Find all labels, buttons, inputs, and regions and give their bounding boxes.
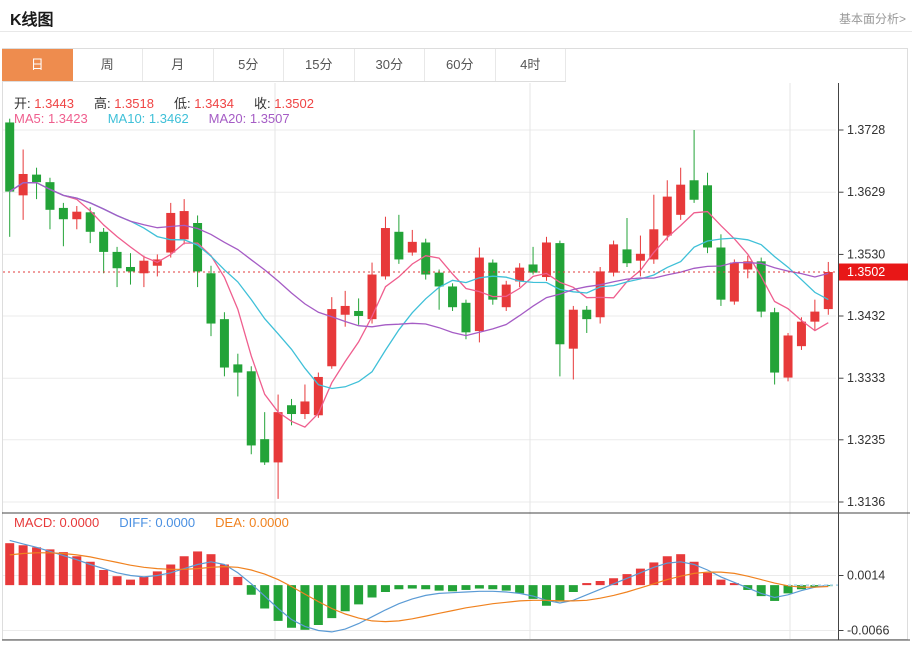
legend-ohlc-item-0: 开: 1.3443 (14, 96, 74, 111)
legend-ma-item-0: MA5: 1.3423 (14, 111, 88, 126)
dea-line (9, 552, 829, 623)
legend-ohlc-item-3: 收: 1.3502 (254, 96, 314, 111)
svg-text:1.3502: 1.3502 (847, 265, 885, 279)
svg-text:-0.0066: -0.0066 (847, 624, 889, 638)
last-price-tag: 1.3502 (839, 263, 908, 281)
tab-period-5[interactable]: 30分 (354, 49, 425, 81)
legend-macd-item-1: DIFF: 0.0000 (119, 515, 196, 530)
ma10-line (9, 181, 829, 390)
svg-text:1.3629: 1.3629 (847, 185, 885, 199)
tab-period-1[interactable]: 周 (72, 49, 143, 81)
page-header: K线图 基本面分析> (0, 0, 912, 32)
tab-period-2[interactable]: 月 (143, 49, 214, 81)
tab-period-0[interactable]: 日 (2, 49, 73, 81)
ma5-line (9, 181, 829, 428)
svg-text:1.3728: 1.3728 (847, 123, 885, 137)
candles (5, 118, 833, 499)
svg-text:0.0014: 0.0014 (847, 569, 885, 583)
axis-frame (2, 83, 910, 641)
ma-legend: MA5: 1.3423 MA10: 1.3462 MA20: 1.3507 (14, 111, 310, 126)
tab-period-7[interactable]: 4时 (495, 49, 566, 81)
page-title: K线图 (10, 12, 54, 29)
tab-period-3[interactable]: 5分 (213, 49, 284, 81)
macd-bars (5, 543, 833, 630)
legend-ohlc-item-1: 高: 1.3518 (94, 96, 154, 111)
tab-period-6[interactable]: 60分 (425, 49, 496, 81)
legend-ma-item-2: MA20: 1.3507 (208, 111, 290, 126)
diff-line (9, 539, 829, 633)
svg-text:1.3333: 1.3333 (847, 371, 885, 385)
fundamental-analysis-link[interactable]: 基本面分析> (838, 12, 906, 26)
svg-text:1.3432: 1.3432 (847, 309, 885, 323)
svg-text:1.3530: 1.3530 (847, 247, 885, 261)
ohlc-legend: 开: 1.3443 高: 1.3518 低: 1.3434 收: 1.3502 (14, 93, 334, 112)
ma20-line (9, 181, 829, 337)
svg-text:1.3136: 1.3136 (847, 495, 885, 509)
price-axis: 1.3728 1.3629 1.3530 1.3432 1.3333 1.3235 1.31… (838, 123, 889, 638)
legend-ma-item-1: MA10: 1.3462 (107, 111, 189, 126)
period-tabs: 日周月 5分 15分 30分 60分 4时 (2, 48, 566, 82)
tab-period-4[interactable]: 15分 (284, 49, 355, 81)
svg-text:1.3235: 1.3235 (847, 433, 885, 447)
macd-legend: MACD: 0.0000 DIFF: 0.0000 DEA: 0.0000 (14, 515, 309, 530)
legend-macd-item-0: MACD: 0.0000 (14, 515, 100, 530)
legend-macd-item-2: DEA: 0.0000 (215, 515, 289, 530)
gridlines (3, 83, 836, 640)
legend-ohlc-item-2: 低: 1.3434 (174, 96, 234, 111)
